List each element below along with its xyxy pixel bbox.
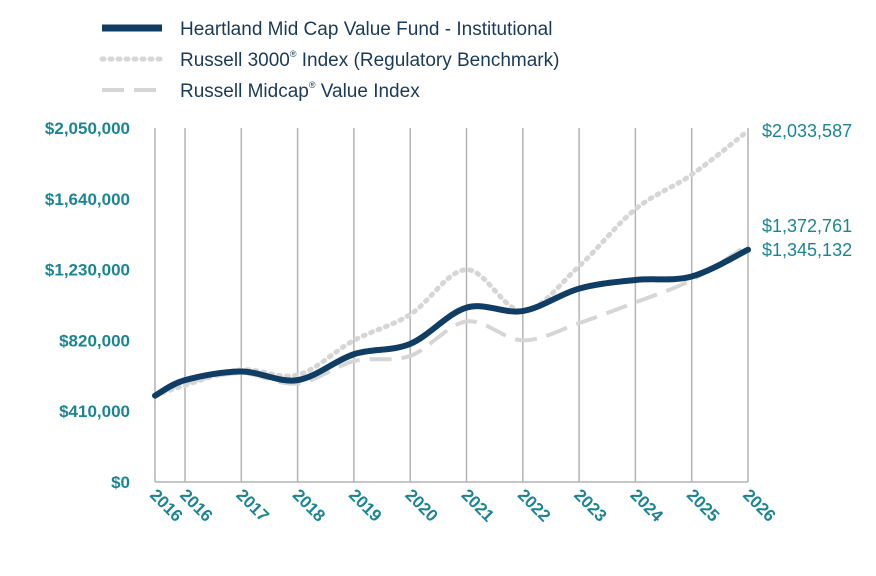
y-tick-label: $0 [111,473,130,492]
x-tick-label: 2019 [345,485,385,525]
series-group [152,128,751,399]
x-tick-label: 2023 [570,485,610,525]
x-tick-label: 2016 [146,485,186,525]
legend-label-fund: Heartland Mid Cap Value Fund - Instituti… [180,19,552,40]
y-tick-label: $410,000 [59,402,130,421]
y-tick-label: $1,230,000 [45,261,130,280]
legend: Heartland Mid Cap Value Fund - Instituti… [99,19,559,102]
y-axis-ticks: $0 $410,000 $820,000 $1,230,000 $1,640,000 $2… [45,119,130,492]
x-tick-label: 2018 [289,485,329,525]
y-tick-label: $2,050,000 [45,119,130,138]
y-tick-label: $1,640,000 [45,190,130,209]
end-label-fund: $1,345,132 [762,240,852,260]
series-line-russell3000 [152,128,751,399]
gridlines [154,128,749,483]
x-tick-label: 2017 [232,485,272,525]
x-tick-label: 2026 [739,485,779,525]
end-labels: $2,033,587 $1,372,761 $1,345,132 [762,121,852,260]
x-tick-label: 2025 [683,485,723,525]
x-tick-label: 2021 [458,485,498,525]
x-tick-label: 2022 [514,485,554,525]
x-tick-label: 2020 [401,485,441,525]
y-tick-label: $820,000 [59,331,130,350]
end-label-midcap-value: $1,372,761 [762,216,852,236]
x-tick-label: 2024 [627,485,668,526]
series-line-fund [152,246,751,399]
legend-label-midcap-value: Russell Midcap® Value Index [180,80,420,102]
series-line-midcap-value [154,243,750,398]
end-label-russell3000: $2,033,587 [762,121,852,141]
legend-label-russell3000: Russell 3000® Index (Regulatory Benchmar… [180,49,559,71]
x-tick-label: 2016 [176,485,216,525]
